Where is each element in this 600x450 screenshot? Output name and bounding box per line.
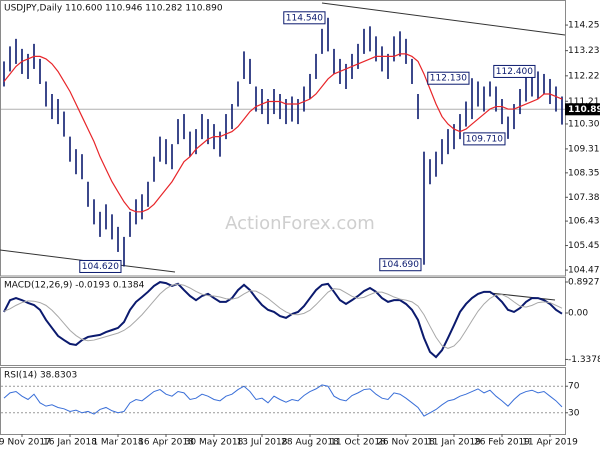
annotation-label: 114.540: [286, 13, 323, 23]
y-tick-label: 106.430: [568, 217, 600, 227]
x-tick-label: 29 Nov 2017: [0, 438, 51, 448]
y-tick-label: 114.250: [568, 21, 600, 31]
y-tick-label: 30: [568, 408, 580, 418]
annotation-box: [79, 259, 122, 273]
series-line: [3, 53, 563, 213]
x-tick-label: 16 Apr 2018: [138, 438, 194, 448]
panel-title: USDJPY,Daily 110.600 110.946 110.282 110…: [4, 4, 223, 14]
annotation-label: 104.690: [382, 260, 419, 270]
y-tick-label: 70: [568, 382, 580, 392]
annotation-box: [379, 258, 422, 272]
y-tick-label: 109.310: [568, 144, 600, 154]
annotation-box: [493, 64, 536, 78]
annotation-label: 109.710: [466, 134, 503, 144]
y-tick-label: 107.380: [568, 193, 600, 203]
annotation-label: 112.130: [430, 74, 467, 84]
watermark: ActionForex.com: [225, 213, 375, 234]
panel-title: MACD(12,26,9) -0.0193 0.1384: [4, 281, 145, 291]
x-tick-label: 16 Jan 2018: [43, 438, 97, 448]
y-tick-label: 111.210: [568, 97, 600, 107]
last-price-box: [565, 103, 600, 116]
series-line: [3, 281, 563, 359]
y-tick-label: 0.8927: [568, 278, 600, 288]
x-tick-label: 26 Nov 2018: [377, 438, 435, 448]
macd-trendline: [489, 292, 556, 301]
series-line: [3, 384, 563, 417]
annotation-label: 104.620: [82, 262, 119, 272]
y-tick-label: 104.475: [568, 266, 600, 276]
panel-title: RSI(14) 38.8303: [4, 371, 77, 381]
x-tick-label: 11 Jan 2019: [427, 438, 481, 448]
x-tick-label: 11 Apr 2019: [522, 438, 578, 448]
series-line: [3, 283, 563, 349]
resistance-trendline: [321, 2, 566, 36]
last-price-label: 110.890: [568, 105, 600, 115]
x-tick-label: 11 Oct 2018: [330, 438, 386, 448]
annotation-label: 112.400: [496, 67, 533, 77]
y-tick-label: -1.3378: [568, 355, 600, 365]
y-tick-label: 110.305: [568, 119, 600, 129]
annotation-box: [283, 11, 326, 25]
y-tick-label: 0.00: [568, 308, 588, 318]
x-tick-label: 26 Feb 2019: [474, 438, 530, 448]
y-tick-label: 105.455: [568, 241, 600, 251]
y-tick-label: 112.225: [568, 71, 600, 81]
macd-panel: [0, 277, 566, 366]
annotation-box: [463, 132, 506, 146]
x-tick-label: 28 Aug 2018: [281, 438, 339, 448]
y-tick-label: 113.230: [568, 46, 600, 56]
x-tick-label: 1 Mar 2018: [92, 438, 144, 448]
x-tick-label: 13 Jul 2018: [237, 438, 288, 448]
x-tick-label: 30 May 2018: [185, 438, 244, 448]
y-tick-label: 108.355: [568, 168, 600, 178]
annotation-box: [427, 71, 470, 85]
